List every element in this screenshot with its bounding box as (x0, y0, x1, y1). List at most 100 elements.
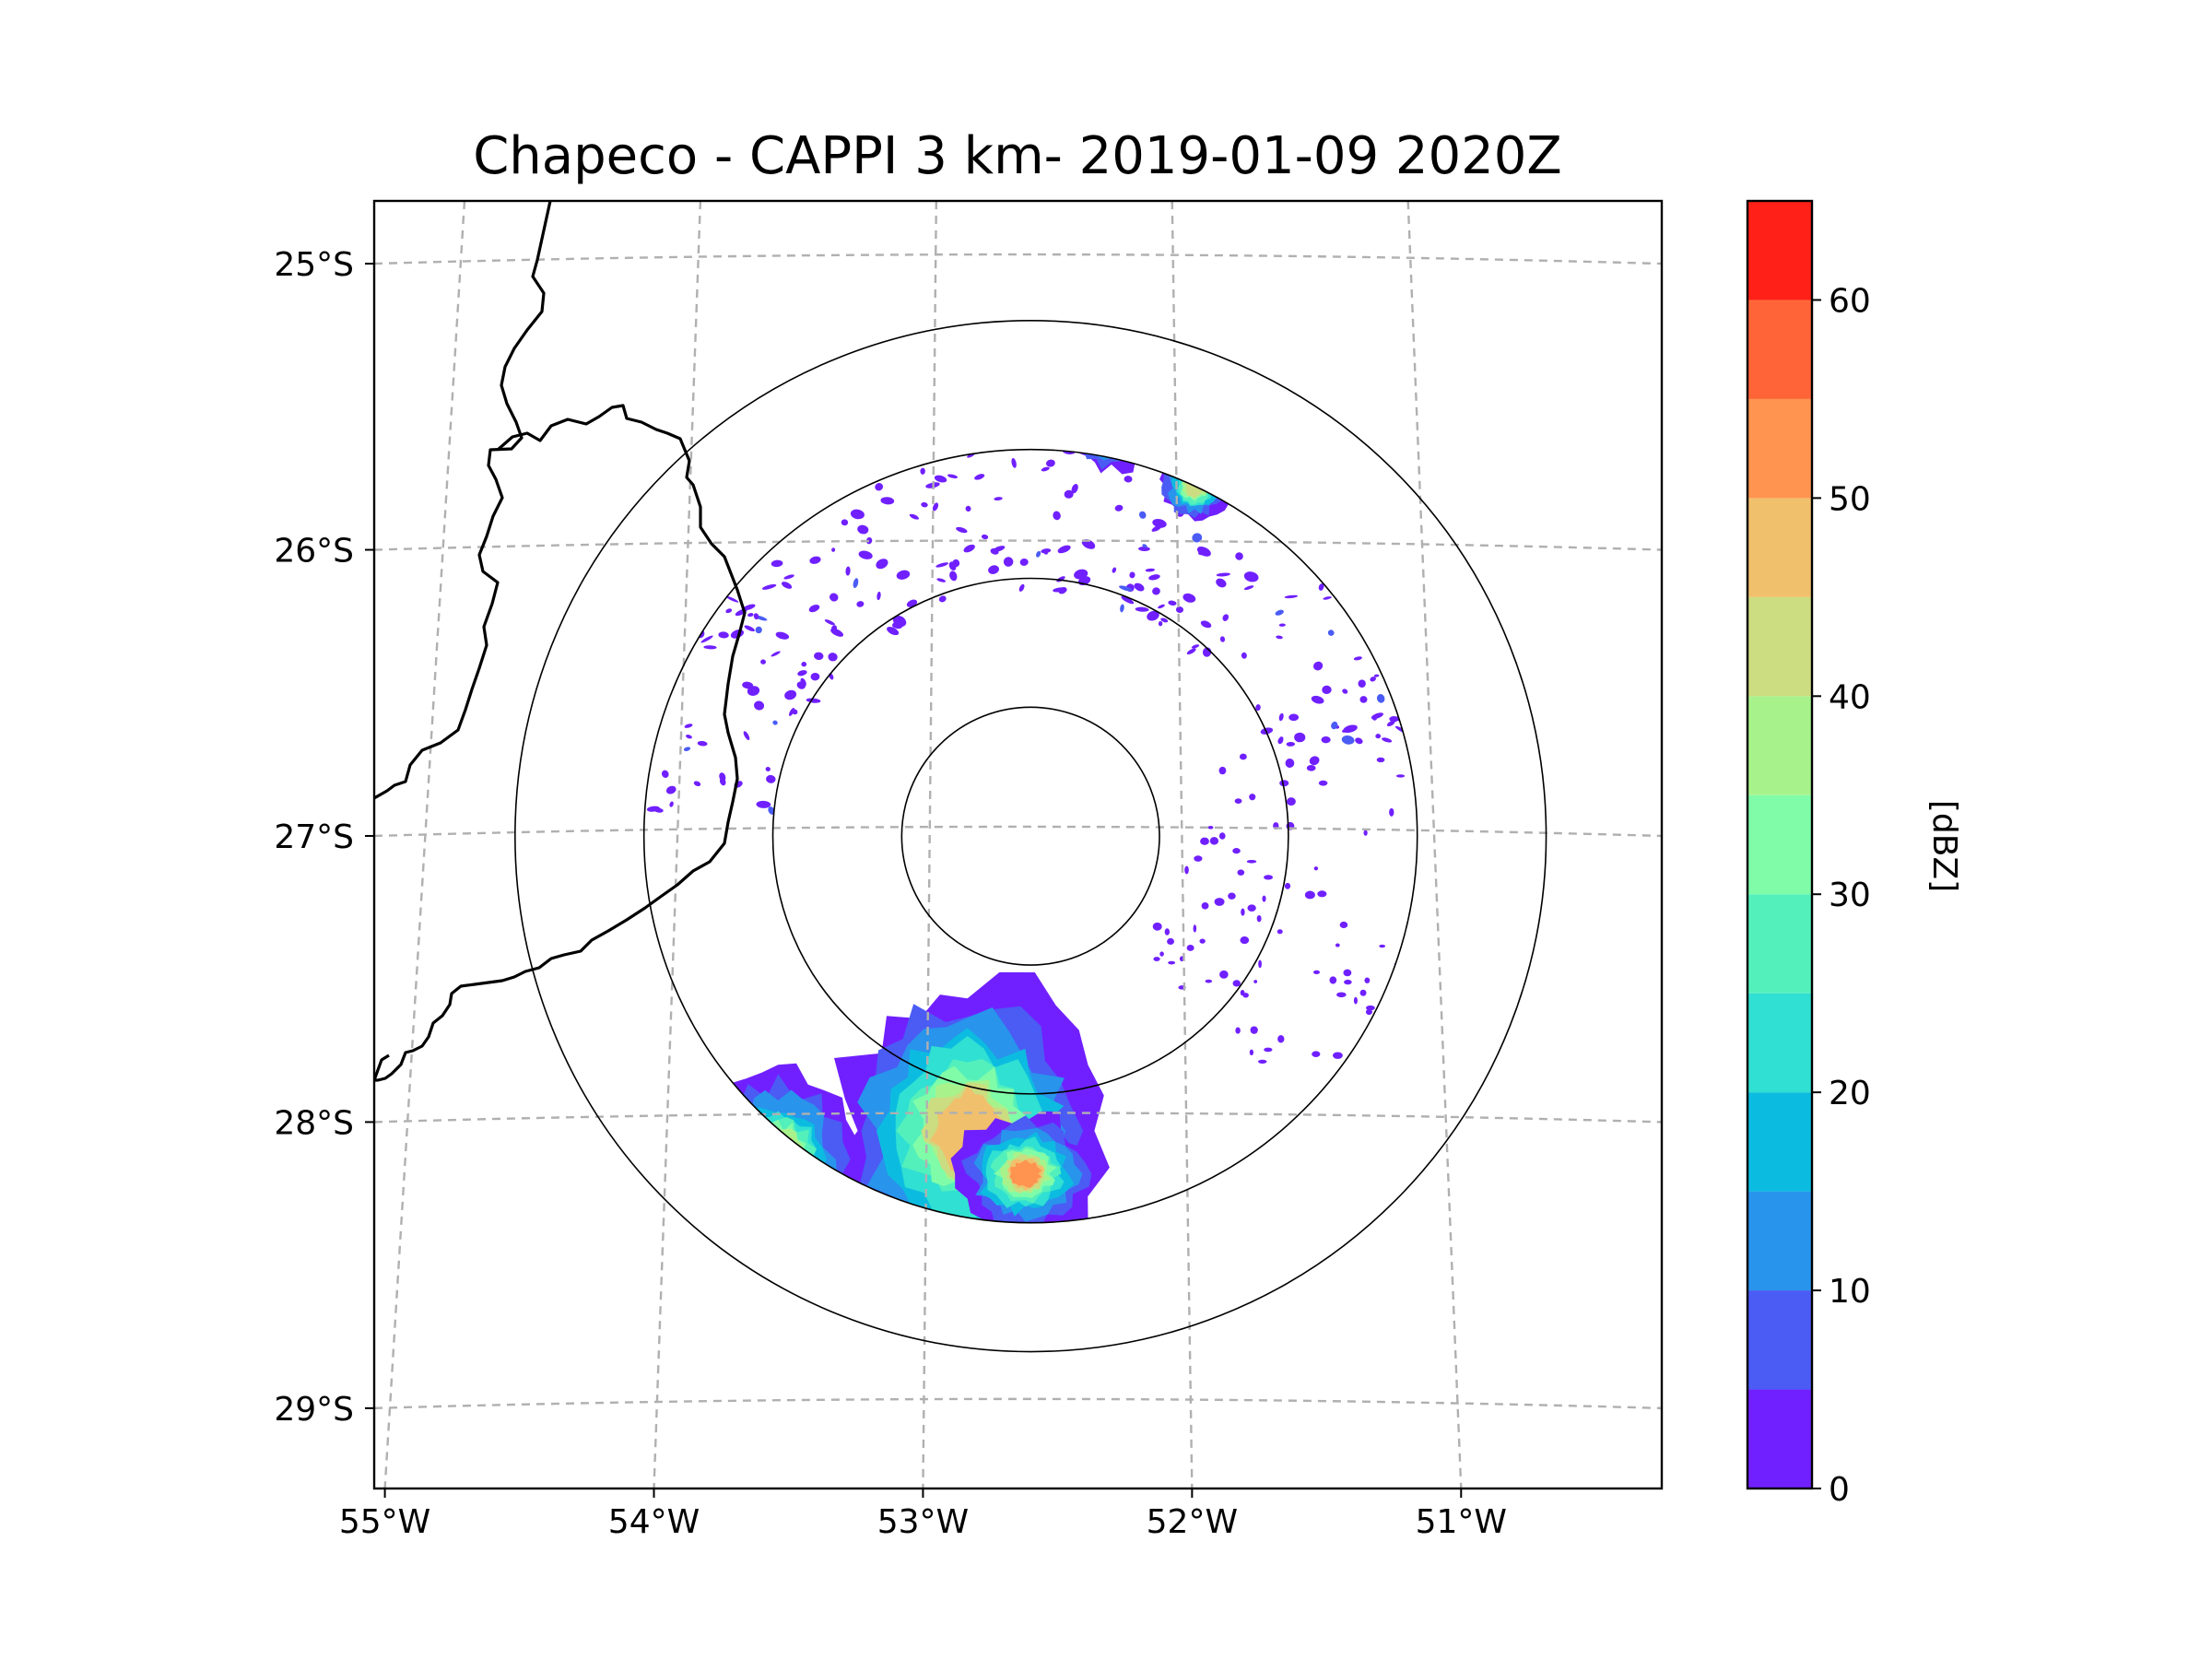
weak-echo-speckle (1158, 620, 1163, 627)
weak-echo-speckle (1129, 571, 1135, 579)
weak-echo-speckle (934, 475, 947, 483)
weak-echo-speckle (1372, 716, 1377, 721)
weak-echo-speckle (718, 631, 729, 639)
weak-echo-speckle (743, 731, 750, 741)
weak-echo-speckle (1120, 604, 1124, 613)
weak-echo-speckle (719, 772, 726, 782)
weak-echo-speckle (1366, 1005, 1375, 1011)
map-background (374, 201, 1662, 1488)
weak-echo-speckle (896, 570, 911, 580)
weak-echo-speckle (935, 562, 948, 568)
weak-echo-speckle (1331, 721, 1338, 730)
weak-echo-speckle (1057, 545, 1071, 554)
weak-echo-speckle (1036, 550, 1041, 558)
border-brazil-misiones (374, 404, 747, 1082)
longitude-tick-label: 51°W (1416, 1503, 1507, 1541)
weak-echo-speckle (1370, 677, 1376, 682)
weak-echo-speckle (1255, 704, 1261, 712)
weak-echo-speckle (1389, 715, 1399, 723)
weak-echo-speckle (1167, 937, 1175, 946)
weak-echo-speckle (853, 578, 859, 588)
weak-echo-speckle (1241, 908, 1245, 916)
latitude-tick-label: 27°S (274, 818, 354, 856)
weak-echo-speckle (947, 474, 959, 479)
weak-echo-speckle (1186, 945, 1194, 951)
weak-echo-speckle (1121, 595, 1135, 605)
colorbar-frame (1746, 199, 1814, 1490)
weak-echo-speckle (809, 556, 821, 564)
weak-echo-speckle (1343, 969, 1352, 977)
weak-echo-speckle (810, 672, 820, 681)
weak-echo-speckle (1278, 623, 1286, 627)
colorbar-swatch (1747, 398, 1812, 499)
weak-echo-speckle (661, 770, 669, 778)
weak-echo-speckle (1142, 544, 1147, 548)
weak-echo-speckle (865, 536, 873, 545)
weak-echo-speckle (725, 608, 733, 614)
weak-echo-speckle (936, 578, 947, 582)
longitude-gridline (1171, 201, 1194, 1488)
weak-echo-speckle (1389, 807, 1394, 817)
border-segment (374, 1053, 390, 1081)
weak-echo-speckle (1019, 559, 1029, 566)
weak-echo-speckle (920, 467, 925, 475)
weak-echo-speckle (754, 700, 765, 711)
weak-echo-speckle (1277, 1035, 1285, 1043)
weak-echo-speckle (938, 595, 947, 603)
weak-echo-speckle (1341, 735, 1355, 745)
weak-echo-speckle (963, 544, 975, 553)
colorbar-tick-label: 50 (1829, 480, 1871, 518)
weak-echo-speckle (700, 635, 713, 643)
weak-echo-speckle (1258, 959, 1262, 969)
weak-echo-speckle (1199, 938, 1206, 944)
colorbar-tick-label: 40 (1829, 678, 1871, 716)
weak-echo-speckle (1219, 970, 1229, 979)
latitude-tick-label: 29°S (274, 1391, 354, 1429)
weak-echo-speckle (1216, 578, 1227, 588)
colorbar-swatch (1747, 300, 1812, 399)
longitude-gridline (922, 201, 938, 1488)
weak-echo-speckle (683, 747, 691, 751)
weak-echo-speckle (858, 550, 873, 559)
weak-echo-speckle (856, 601, 865, 607)
colorbar-tick-label: 10 (1829, 1273, 1871, 1311)
weak-echo-speckle (747, 686, 760, 696)
latitude-tick-labels: 25°S 26°S 27°S 28°S 29°S (274, 246, 374, 1429)
weak-echo-speckle (725, 595, 739, 603)
weak-echo-speckle (1218, 832, 1226, 840)
colorbar-ticks: 0 10 20 30 40 50 60 (1812, 282, 1871, 1509)
weak-echo-speckle (755, 626, 762, 634)
weak-echo-speckle (1194, 855, 1203, 862)
weak-echo-speckle (1064, 489, 1074, 499)
weak-echo-speckle (850, 509, 865, 520)
longitude-gridline (383, 201, 466, 1488)
weak-echo-speckle (1205, 979, 1213, 983)
weak-echo-speckle (1359, 989, 1367, 996)
weak-echo-speckle (801, 662, 807, 667)
map-panel: 55°W 54°W 53°W 52°W 51°W 25°S 26°S 27°S 28°S 29°… (274, 199, 1664, 1541)
colorbar-swatch (1747, 1191, 1812, 1291)
colorbar-swatch (1747, 993, 1812, 1093)
weak-echo-speckle (1134, 582, 1145, 592)
weak-echo-speckle (1240, 935, 1250, 945)
weak-echo-speckle (1287, 797, 1296, 806)
colorbar-swatch (1747, 596, 1812, 697)
weak-echo-speckle (824, 619, 835, 626)
weak-echo-speckle (876, 559, 888, 570)
weak-echo-speckle (1376, 757, 1385, 763)
weak-echo-speckle (1191, 644, 1200, 649)
weak-echo-speckle (1322, 685, 1332, 695)
latitude-gridline (374, 539, 1662, 551)
weak-echo-speckle (756, 800, 771, 808)
weak-echo-speckle (1279, 780, 1289, 787)
latitude-gridline (374, 1112, 1662, 1124)
weak-echo-speckle (1343, 724, 1358, 734)
weak-echo-speckle (1186, 648, 1196, 655)
weak-echo-speckle (1318, 583, 1324, 591)
range-rings (514, 320, 1547, 1353)
weak-echo-speckle (1148, 574, 1160, 581)
weak-echo-speckle (948, 561, 957, 571)
colorbar-tick-label: 0 (1829, 1471, 1850, 1509)
weak-echo-speckle (1321, 735, 1331, 744)
echo-contour (1009, 1159, 1042, 1189)
